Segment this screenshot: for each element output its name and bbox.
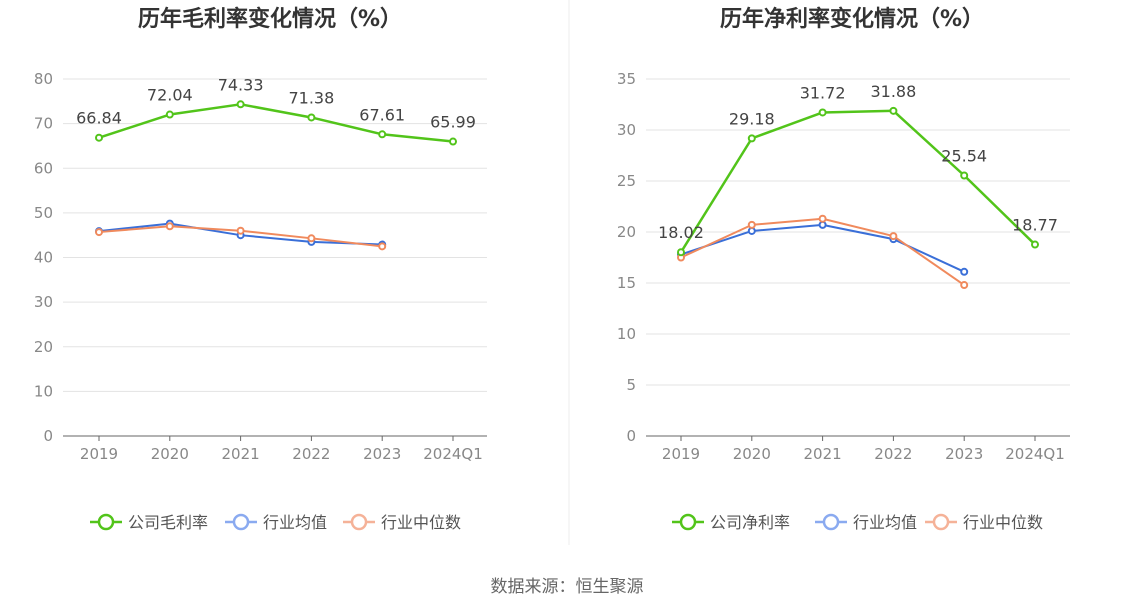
y-tick-label: 5 xyxy=(626,376,636,394)
legend-label: 行业中位数 xyxy=(381,513,461,532)
data-label: 67.61 xyxy=(359,105,405,124)
company-point[interactable] xyxy=(236,100,245,109)
x-tick-label: 2019 xyxy=(662,445,700,463)
y-tick-label: 10 xyxy=(34,382,53,400)
x-tick-label: 2022 xyxy=(874,445,912,463)
industry-median-point[interactable] xyxy=(747,220,756,229)
y-tick-label: 60 xyxy=(34,159,53,177)
company-point[interactable] xyxy=(747,134,756,143)
company-point[interactable] xyxy=(960,171,969,180)
x-tick-label: 2019 xyxy=(80,445,118,463)
industry-median-point[interactable] xyxy=(236,226,245,235)
legend-marker-icon xyxy=(350,513,368,531)
x-tick-label: 2022 xyxy=(292,445,330,463)
gross-margin-chart: 0 10 20 30 40 50 60 70 80 2019 2020 2021 2022 2023 202… xyxy=(34,70,487,532)
data-label: 74.33 xyxy=(218,75,264,94)
y-tick-label: 10 xyxy=(617,325,636,343)
data-label: 72.04 xyxy=(147,86,193,105)
industry-median-point[interactable] xyxy=(95,228,103,237)
company-point[interactable] xyxy=(95,133,103,142)
legend-label: 行业均值 xyxy=(853,513,917,532)
legend-item-company[interactable]: 公司毛利率 xyxy=(90,513,208,532)
y-tick-label: 0 xyxy=(43,427,53,445)
y-tick-label: 80 xyxy=(34,70,53,88)
data-label: 31.72 xyxy=(800,83,846,102)
y-tick-label: 30 xyxy=(34,293,53,311)
legend-marker-icon xyxy=(679,513,697,531)
legend-label: 行业中位数 xyxy=(963,513,1043,532)
company-point[interactable] xyxy=(818,108,827,117)
data-label: 18.02 xyxy=(658,223,704,242)
legend-marker-icon xyxy=(932,513,950,531)
legend-label: 公司净利率 xyxy=(710,513,790,532)
y-tick-label: 20 xyxy=(34,338,53,356)
company-point[interactable] xyxy=(307,113,316,122)
industry-median-point[interactable] xyxy=(960,281,969,290)
company-line xyxy=(98,103,454,143)
legend-marker-icon xyxy=(97,513,115,531)
industry-avg-point[interactable] xyxy=(747,226,756,235)
data-label: 29.18 xyxy=(729,109,775,128)
company-point[interactable] xyxy=(449,137,457,146)
legend-marker-icon xyxy=(822,513,840,531)
y-tick-label: 40 xyxy=(34,249,53,267)
legend-item-company[interactable]: 公司净利率 xyxy=(672,513,790,532)
y-tick-label: 15 xyxy=(617,274,636,292)
company-point[interactable] xyxy=(677,248,685,257)
y-tick-label: 25 xyxy=(617,172,636,190)
chart-title-gross-margin: 历年毛利率变化情况（%） xyxy=(138,6,402,32)
legend-marker-icon xyxy=(232,513,250,531)
industry-median-point[interactable] xyxy=(165,222,174,231)
data-label: 31.88 xyxy=(870,82,916,101)
legend-item-industry-avg[interactable]: 行业均值 xyxy=(815,513,917,532)
x-tick-label: 2021 xyxy=(222,445,260,463)
net-margin-chart: 0 5 10 15 20 25 30 35 2019 2020 2021 2022 2023 2024Q1… xyxy=(617,70,1070,532)
y-tick-label: 0 xyxy=(626,427,636,445)
industry-avg-point[interactable] xyxy=(960,267,969,276)
data-label: 65.99 xyxy=(430,113,476,132)
data-source-footer: 数据来源：恒生聚源 xyxy=(491,577,644,597)
data-label: 71.38 xyxy=(288,88,334,107)
x-tick-label: 2023 xyxy=(945,445,983,463)
y-tick-label: 30 xyxy=(617,121,636,139)
legend-item-industry-median[interactable]: 行业中位数 xyxy=(343,513,461,532)
industry-avg-point[interactable] xyxy=(818,220,827,229)
x-tick-label: 2020 xyxy=(151,445,189,463)
industry-median-point[interactable] xyxy=(307,234,316,243)
company-point[interactable] xyxy=(378,130,387,139)
x-tick-label: 2024Q1 xyxy=(1005,445,1065,463)
data-label: 66.84 xyxy=(76,109,122,128)
company-point[interactable] xyxy=(889,106,898,115)
y-tick-label: 70 xyxy=(34,115,53,133)
chart-title-net-margin: 历年净利率变化情况（%） xyxy=(720,6,984,32)
x-tick-label: 2021 xyxy=(804,445,842,463)
x-tick-label: 2023 xyxy=(363,445,401,463)
data-label: 25.54 xyxy=(941,146,987,165)
industry-median-point[interactable] xyxy=(818,214,827,223)
y-tick-label: 20 xyxy=(617,223,636,241)
data-label: 18.77 xyxy=(1012,216,1058,235)
industry-median-point[interactable] xyxy=(889,232,898,241)
legend-label: 公司毛利率 xyxy=(128,513,208,532)
x-tick-label: 2024Q1 xyxy=(423,445,483,463)
company-point[interactable] xyxy=(1031,240,1039,249)
y-tick-label: 50 xyxy=(34,204,53,222)
industry-median-point[interactable] xyxy=(378,242,387,251)
legend-item-industry-median[interactable]: 行业中位数 xyxy=(925,513,1043,532)
company-line xyxy=(679,109,1036,253)
legend-item-industry-avg[interactable]: 行业均值 xyxy=(225,513,327,532)
company-point[interactable] xyxy=(165,110,174,119)
x-tick-label: 2020 xyxy=(733,445,771,463)
legend-label: 行业均值 xyxy=(263,513,327,532)
y-tick-label: 35 xyxy=(617,70,636,88)
